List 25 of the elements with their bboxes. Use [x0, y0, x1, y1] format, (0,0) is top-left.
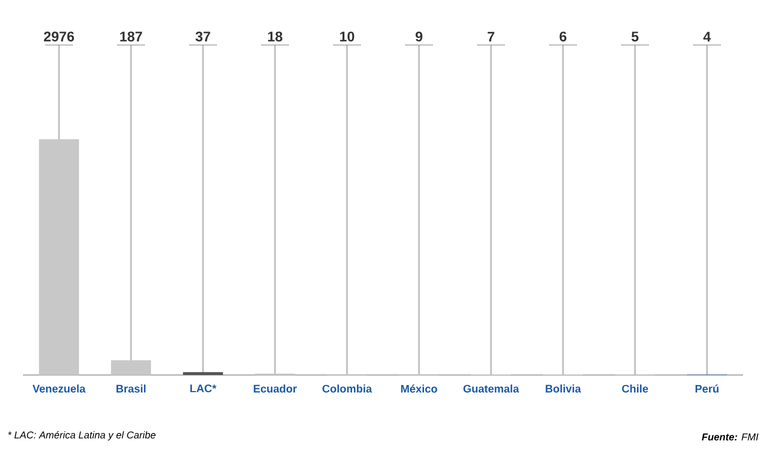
data-label: 187: [120, 32, 142, 42]
x-tick-label: Guatemala: [463, 384, 520, 393]
text: * LAC: América Latina y el Caribe: [8, 431, 156, 440]
x-tick-label: Colombia: [322, 384, 372, 393]
x-tick-label: México: [401, 384, 438, 393]
x-tick-label: Venezuela: [32, 384, 86, 393]
data-label: 5: [632, 32, 639, 42]
data-label: 2976: [44, 32, 74, 42]
x-tick-label: Bolivia: [546, 384, 582, 393]
bar: [39, 139, 79, 375]
data-label: 7: [488, 32, 494, 42]
x-tick-label: Ecuador: [254, 384, 297, 393]
x-tick-label: LAC*: [190, 384, 216, 392]
x-tick-label: Brasil: [116, 384, 146, 393]
data-label: 37: [196, 32, 210, 42]
data-label: 6: [560, 32, 566, 42]
bar: [183, 372, 224, 375]
data-label: 4: [703, 32, 711, 42]
data-label: 18: [268, 32, 282, 42]
data-label: 10: [340, 32, 354, 42]
data-label: 9: [416, 32, 422, 42]
bar: [111, 360, 151, 375]
text: Fuente: FMI: [702, 434, 758, 440]
x-tick-label: Chile: [622, 384, 648, 393]
x-tick-label: Perú: [696, 384, 718, 393]
